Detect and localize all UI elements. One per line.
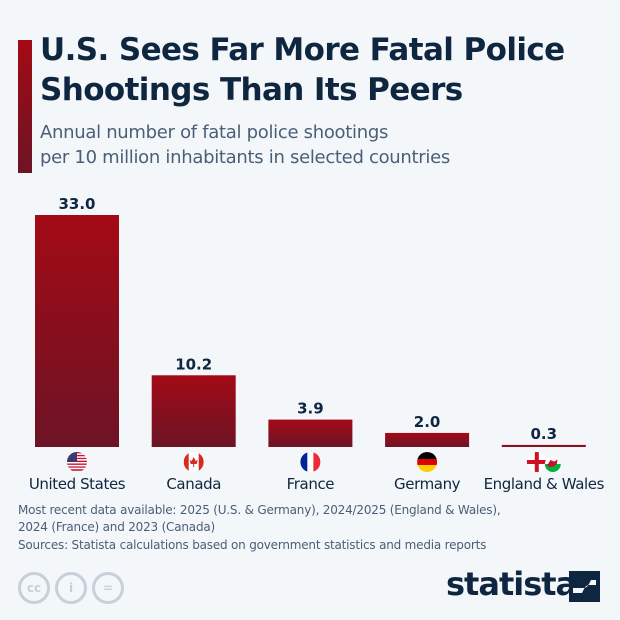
data-label: 10.2 [175, 355, 212, 373]
chart-title: U.S. Sees Far More Fatal Police Shooting… [40, 32, 565, 108]
attribution-icon[interactable]: i [55, 572, 87, 604]
data-label: 0.3 [531, 425, 558, 443]
data-label: 3.9 [297, 400, 324, 418]
bar-canada [151, 375, 236, 447]
title-accent-bar [18, 40, 32, 173]
bar-france [268, 419, 353, 447]
data-label: 2.0 [414, 413, 441, 431]
canada-flag-icon [183, 452, 204, 472]
category-label: United States [29, 475, 126, 493]
no-derivatives-icon[interactable]: = [92, 572, 124, 604]
category-label: France [287, 475, 335, 493]
statista-logo-mark-icon [569, 571, 600, 602]
data-label: 33.0 [58, 195, 95, 213]
cc-icon[interactable]: cc [18, 572, 50, 604]
note-line-1: Most recent data available: 2025 (U.S. &… [18, 503, 501, 517]
subtitle-line-1: Annual number of fatal police shootings [40, 122, 389, 143]
wales-flag-icon [544, 456, 561, 472]
england-flag-icon [526, 452, 547, 472]
bar-germany [385, 432, 470, 447]
category-label: Canada [166, 475, 221, 493]
category-label: Germany [394, 475, 461, 493]
bar-united-states [35, 215, 119, 447]
france-flag-icon [300, 452, 321, 472]
category-label: England & Wales [484, 475, 605, 493]
chart-subtitle: Annual number of fatal police shootings … [40, 120, 600, 170]
data-note: Most recent data available: 2025 (U.S. &… [18, 502, 608, 536]
bar-england-wales [501, 444, 586, 447]
subtitle-line-2: per 10 million inhabitants in selected c… [40, 147, 450, 168]
germany-flag-icon [417, 452, 438, 472]
source-text: Sources: Statista calculations based on … [18, 538, 487, 552]
statista-logo[interactable]: statista [446, 565, 577, 603]
note-line-2: 2024 (France) and 2023 (Canada) [18, 520, 216, 534]
us-flag-icon [67, 452, 87, 471]
